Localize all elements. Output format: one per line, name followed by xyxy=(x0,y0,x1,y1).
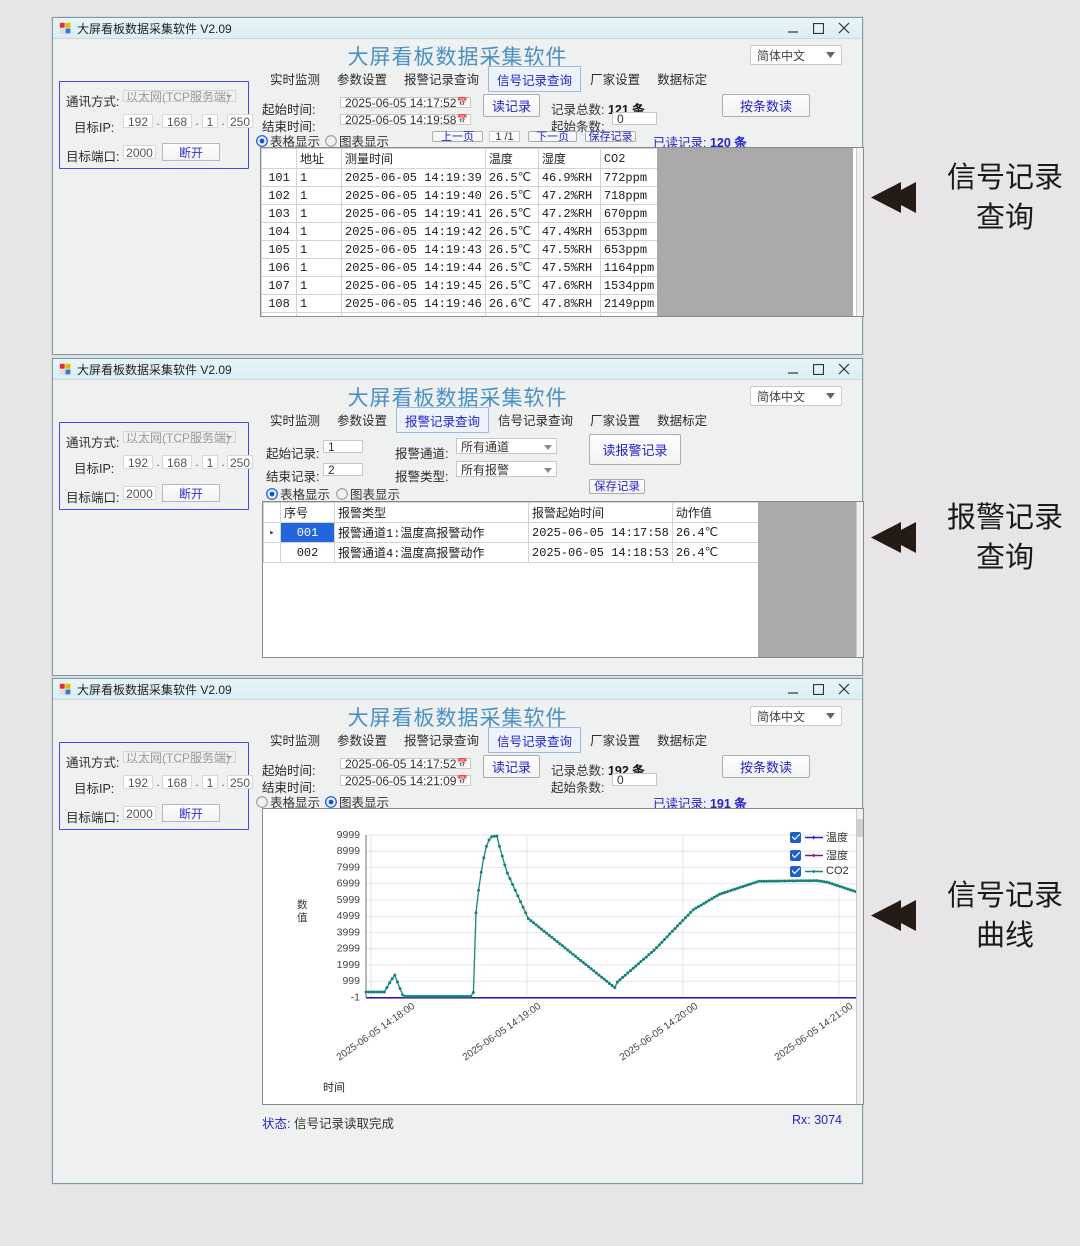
svg-text:4999: 4999 xyxy=(337,910,361,922)
svg-text:1999: 1999 xyxy=(337,959,361,971)
svg-text:5999: 5999 xyxy=(337,894,361,906)
svg-text:2999: 2999 xyxy=(337,943,361,955)
svg-text:-1: -1 xyxy=(351,991,360,1003)
svg-text:9999: 9999 xyxy=(337,829,361,841)
svg-text:6999: 6999 xyxy=(337,878,361,890)
svg-text:7999: 7999 xyxy=(337,862,361,874)
svg-text:999: 999 xyxy=(342,975,360,987)
svg-text:8999: 8999 xyxy=(337,845,361,857)
svg-text:3999: 3999 xyxy=(337,926,361,938)
